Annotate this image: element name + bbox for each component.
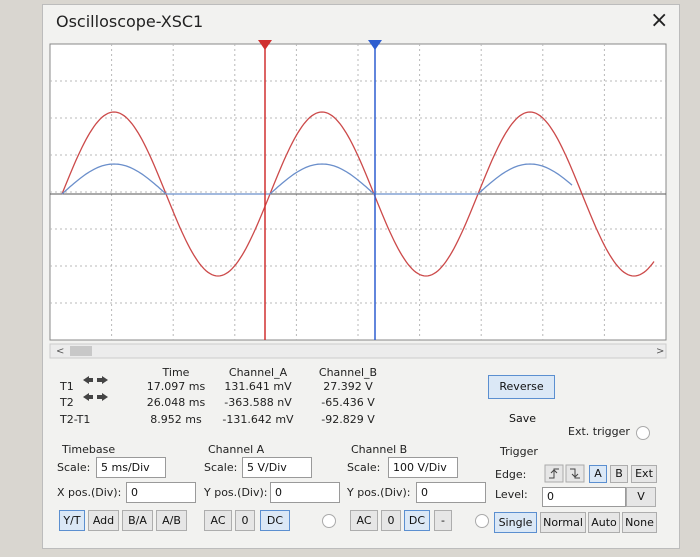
cursor-arrows[interactable]: [83, 376, 108, 401]
readout-value: -131.642 mV: [222, 413, 294, 426]
readout-value: 131.641 mV: [224, 380, 292, 393]
timebase-mode-button[interactable]: A/B: [156, 510, 187, 531]
scroll-right[interactable]: >: [656, 346, 664, 357]
channel-ypos-input[interactable]: 0: [416, 482, 486, 503]
readout-row-label: T1: [60, 380, 74, 393]
trigger-title: Trigger: [500, 445, 538, 458]
timebase-xpos-label: X pos.(Div):: [57, 486, 122, 499]
trigger-mode-button[interactable]: Single: [494, 512, 537, 533]
channel-scale-input[interactable]: 100 V/Div: [388, 457, 458, 478]
channel-title: Channel A: [208, 443, 265, 456]
channel-radio[interactable]: [322, 514, 336, 528]
timebase-mode-button[interactable]: Add: [88, 510, 119, 531]
readout-row-label: T2-T1: [60, 413, 91, 426]
reverse-button[interactable]: Reverse: [488, 375, 555, 399]
window-title: Oscilloscope-XSC1: [56, 12, 204, 31]
trigger-source-button[interactable]: A: [589, 465, 607, 483]
channel-coupling-button[interactable]: AC: [350, 510, 378, 531]
trigger-mode-button[interactable]: Normal: [540, 512, 586, 533]
scroll-left[interactable]: <: [56, 346, 64, 357]
trigger-level-label: Level:: [495, 488, 528, 501]
channel-coupling-button[interactable]: DC: [260, 510, 290, 531]
readout-value: 27.392 V: [323, 380, 373, 393]
channel-a-trace: [61, 111, 655, 277]
timebase-scale-input[interactable]: 5 ms/Div: [96, 457, 166, 478]
readout-header: Channel_A: [228, 366, 288, 379]
readout-value: -92.829 V: [321, 413, 375, 426]
timebase-title: Timebase: [62, 443, 116, 456]
channel-title: Channel B: [351, 443, 408, 456]
trigger-edge-label: Edge:: [495, 468, 527, 481]
trigger-source-button[interactable]: B: [610, 465, 628, 483]
readout-header: Channel_B: [318, 366, 378, 379]
readout-header: Time: [162, 366, 190, 379]
channel-b-trace: [61, 163, 573, 195]
timebase-xpos-input[interactable]: 0: [126, 482, 196, 503]
channel-coupling-button[interactable]: AC: [204, 510, 232, 531]
trigger-source-button[interactable]: Ext: [631, 465, 657, 483]
channel-scale-input[interactable]: 5 V/Div: [242, 457, 312, 478]
trigger-mode-button[interactable]: Auto: [588, 512, 620, 533]
edge-icons[interactable]: [544, 464, 585, 483]
trigger-level-input[interactable]: 0: [542, 487, 626, 507]
ext-trigger-label: Ext. trigger: [568, 425, 630, 438]
channel-ypos-label: Y pos.(Div):: [204, 486, 268, 499]
scrollbar[interactable]: [49, 343, 667, 359]
channel-ypos-label: Y pos.(Div):: [347, 486, 411, 499]
save-button[interactable]: Save: [508, 412, 536, 425]
close-button[interactable]: ×: [650, 8, 669, 33]
channel-scale-label: Scale:: [347, 461, 381, 474]
timebase-mode-button[interactable]: Y/T: [59, 510, 85, 531]
readout-value: -363.588 nV: [224, 396, 292, 409]
readout-row-label: T2: [60, 396, 74, 409]
trigger-level-unit: V: [626, 487, 656, 507]
readout-value: 26.048 ms: [146, 396, 206, 409]
channel-ypos-input[interactable]: 0: [270, 482, 340, 503]
channel-scale-label: Scale:: [204, 461, 238, 474]
scroll-thumb[interactable]: [70, 346, 92, 356]
trigger-mode-button[interactable]: None: [622, 512, 657, 533]
grid: [50, 44, 666, 340]
channel-coupling-button[interactable]: -: [434, 510, 452, 531]
timebase-mode-button[interactable]: B/A: [122, 510, 153, 531]
channel-coupling-button[interactable]: DC: [404, 510, 430, 531]
readout-value: 17.097 ms: [146, 380, 206, 393]
channel-coupling-button[interactable]: 0: [381, 510, 401, 531]
cursor-t2-handle[interactable]: [368, 40, 382, 50]
channel-coupling-button[interactable]: 0: [235, 510, 255, 531]
readout-value: 8.952 ms: [150, 413, 202, 426]
cursor-t1-handle[interactable]: [258, 40, 272, 50]
channel-radio[interactable]: [475, 514, 489, 528]
timebase-scale-label: Scale:: [57, 461, 91, 474]
ext-trigger-radio[interactable]: [636, 426, 650, 440]
readout-value: -65.436 V: [321, 396, 375, 409]
